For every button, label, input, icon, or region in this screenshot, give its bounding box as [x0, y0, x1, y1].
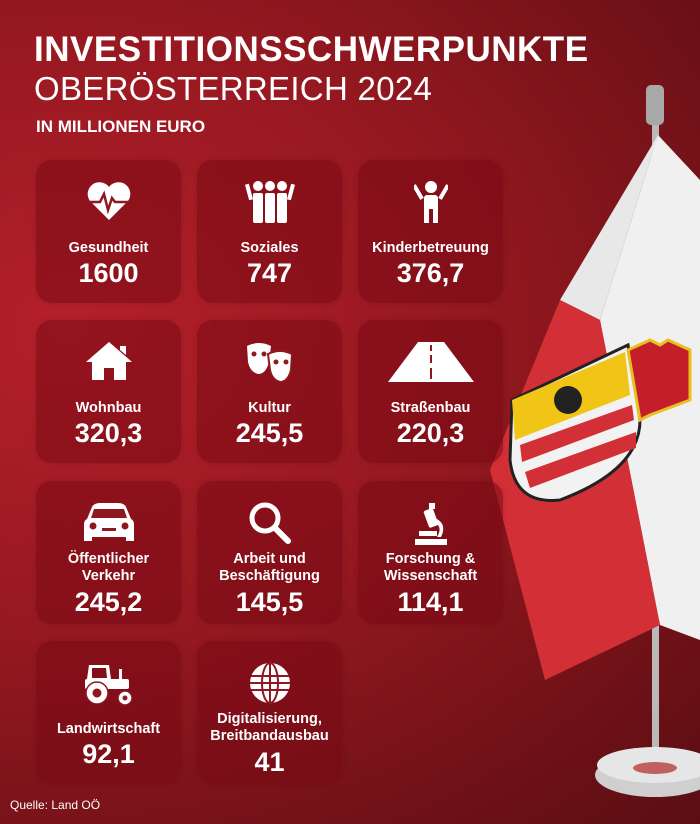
category-label: Gesundheit: [68, 240, 149, 256]
category-card: Kultur 245,5: [197, 320, 342, 463]
category-card: Soziales 747: [197, 160, 342, 303]
unit-label: IN MILLIONEN EURO: [36, 117, 206, 136]
child-icon: [358, 180, 503, 230]
category-label: Landwirtschaft: [56, 721, 161, 737]
category-value: 245,2: [74, 587, 143, 617]
magnifier-icon: [197, 501, 342, 551]
category-label: Kinderbetreuung: [372, 240, 489, 256]
road-icon: [358, 340, 503, 390]
category-value: 376,7: [396, 258, 465, 288]
category-card: Wohnbau 320,3: [36, 320, 181, 463]
category-card: Gesundheit 1600: [36, 160, 181, 303]
category-value: 92,1: [82, 739, 135, 769]
category-value: 220,3: [396, 418, 465, 448]
category-card: Forschung & Wissenschaft 114,1: [358, 481, 503, 624]
microscope-icon: [358, 501, 503, 551]
category-value: 41: [254, 747, 285, 777]
category-card: Landwirtschaft 92,1: [36, 641, 181, 784]
category-label: Digitalisierung, Breitbandausbau: [210, 711, 329, 744]
category-value: 1600: [78, 258, 139, 288]
car-icon: [36, 501, 181, 551]
tractor-icon: [36, 661, 181, 711]
source-note: Quelle: Land OÖ: [10, 798, 101, 812]
house-icon: [36, 340, 181, 390]
category-value: 320,3: [74, 418, 143, 448]
category-label: Arbeit und Beschäftigung: [219, 551, 320, 584]
heart-pulse-icon: [36, 180, 181, 230]
category-label: Kultur: [248, 400, 291, 416]
category-label: Wohnbau: [75, 400, 142, 416]
category-value: 145,5: [235, 587, 304, 617]
globe-icon: [197, 661, 342, 711]
category-card: Straßenbau 220,3: [358, 320, 503, 463]
theater-masks-icon: [197, 340, 342, 390]
category-card: Digitalisierung, Breitbandausbau 41: [197, 641, 342, 784]
page-subtitle: OBERÖSTERREICH 2024: [34, 70, 433, 107]
people-group-icon: [197, 180, 342, 230]
category-value: 114,1: [397, 587, 464, 617]
category-value: 747: [246, 258, 293, 288]
category-label: Forschung & Wissenschaft: [383, 551, 478, 584]
category-card: Öffentlicher Verkehr 245,2: [36, 481, 181, 624]
category-card: Kinderbetreuung 376,7: [358, 160, 503, 303]
category-label: Straßenbau: [390, 400, 471, 416]
page-title: INVESTITIONSSCHWERPUNKTE: [34, 30, 589, 69]
category-label: Soziales: [240, 240, 299, 256]
category-card: Arbeit und Beschäftigung 145,5: [197, 481, 342, 624]
category-value: 245,5: [235, 418, 304, 448]
category-label: Öffentlicher Verkehr: [67, 551, 150, 584]
